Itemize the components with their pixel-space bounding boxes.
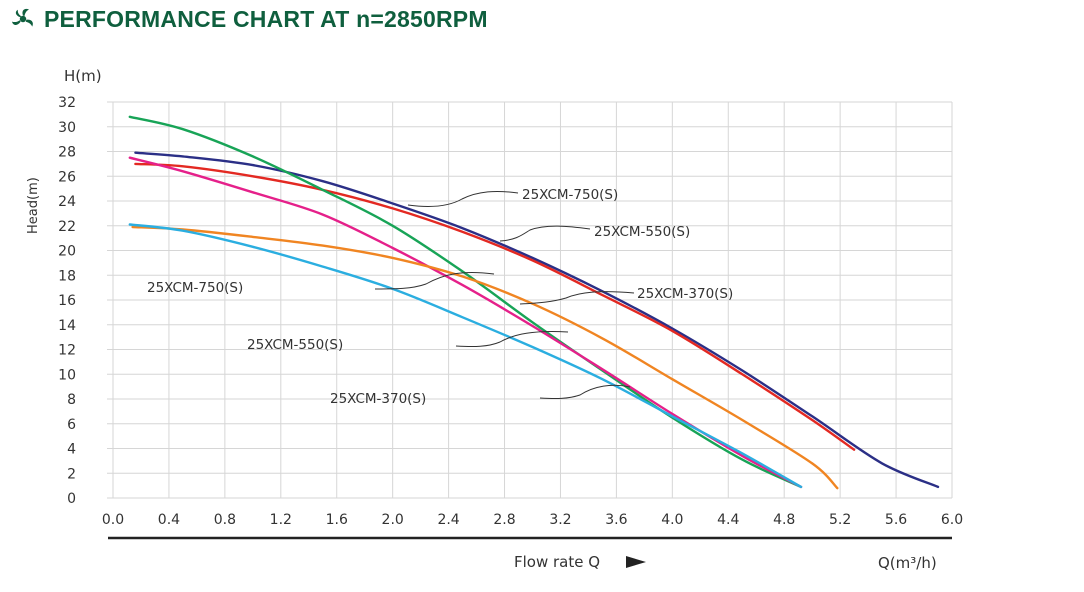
y-unit-label: H(m): [64, 67, 102, 85]
x-tick-label: 1.2: [270, 512, 292, 528]
x-tick-label: 2.0: [382, 512, 404, 528]
fan-blades-icon: [12, 8, 33, 27]
x-tick-label: 6.0: [941, 512, 963, 528]
series-line: [128, 115, 803, 489]
x-tick-label: 2.4: [437, 512, 459, 528]
y-tick-label: 32: [58, 95, 76, 111]
annotation-label: 25XCM-550(S): [247, 337, 343, 353]
x-tick-label: 1.6: [326, 512, 348, 528]
series-line: [128, 156, 803, 489]
x-tick-label: 0.8: [214, 512, 236, 528]
y-tick-label: 26: [58, 169, 76, 185]
y-tick-label: 28: [58, 145, 76, 161]
y-tick-label: 0: [67, 491, 76, 507]
x-tick-label: 0.0: [102, 512, 124, 528]
leader-line: [539, 384, 631, 400]
title-row: PERFORMANCE CHART AT n=2850RPM: [10, 4, 488, 34]
right-triangle-arrow-icon: [626, 556, 646, 568]
y-tick-label: 8: [67, 392, 76, 408]
annotation-label: 25XCM-550(S): [594, 224, 690, 240]
y-tick-label: 2: [67, 466, 76, 482]
x-tick-label: 0.4: [158, 512, 180, 528]
x-tick-label: 5.6: [885, 512, 907, 528]
annotation-label: 25XCM-750(S): [147, 280, 243, 296]
leader-line: [455, 331, 569, 347]
x-tick-label: 4.0: [661, 512, 683, 528]
y-tick-label: 12: [58, 343, 76, 359]
y-tick-label: 4: [67, 442, 76, 458]
x-tick-label: 3.2: [549, 512, 571, 528]
y-axis-title: Head(m): [26, 177, 41, 234]
leader-line: [519, 291, 635, 305]
annotation-leaders: [374, 190, 635, 400]
leader-line: [374, 271, 495, 290]
annotation-label: 25XCM-370(S): [330, 391, 426, 407]
y-tick-label: 18: [58, 268, 76, 284]
y-tick-label: 20: [58, 244, 76, 260]
x-unit-label: Q(m³/h): [878, 554, 937, 572]
series-line: [128, 223, 803, 489]
series-line: [134, 151, 940, 489]
x-tick-label: 5.2: [829, 512, 851, 528]
series-line: [131, 225, 839, 490]
y-tick-label: 22: [58, 219, 76, 235]
annotation-labels: 25XCM-750(S) 25XCM-550(S) 25XCM-370(S) 2…: [147, 187, 733, 407]
chart-title: PERFORMANCE CHART AT n=2850RPM: [44, 5, 488, 32]
series-lines: [128, 115, 940, 490]
y-tick-label: 30: [58, 120, 76, 136]
grid: [107, 101, 953, 499]
x-axis-title: Flow rate Q: [514, 553, 600, 571]
y-tick-label: 10: [58, 367, 76, 383]
y-tick-label: 6: [67, 417, 76, 433]
annotation-label: 25XCM-750(S): [522, 187, 618, 203]
x-tick-label: 4.8: [773, 512, 795, 528]
annotation-label: 25XCM-370(S): [637, 286, 733, 302]
x-tick-label: 4.4: [717, 512, 739, 528]
leader-line: [499, 225, 591, 242]
leader-line: [407, 190, 519, 208]
x-tick-label: 2.8: [493, 512, 515, 528]
series-line: [134, 162, 856, 451]
y-tick-label: 14: [58, 318, 76, 334]
x-tick-label: 3.6: [605, 512, 627, 528]
y-tick-label: 24: [58, 194, 76, 210]
y-tick-label: 16: [58, 293, 76, 309]
